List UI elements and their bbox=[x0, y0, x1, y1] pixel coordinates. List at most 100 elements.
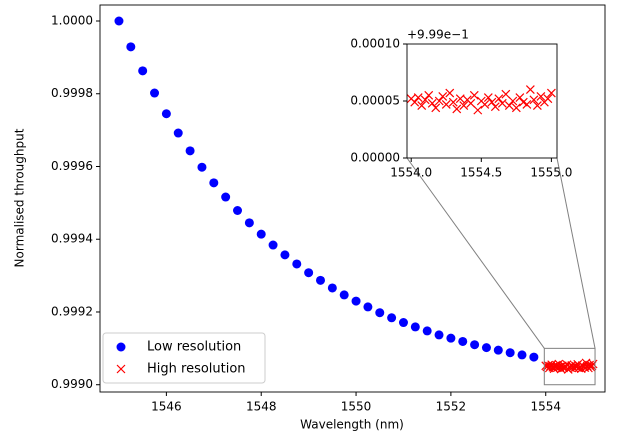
point bbox=[173, 128, 183, 138]
point bbox=[525, 85, 535, 95]
point bbox=[431, 103, 441, 113]
plot-frame bbox=[99, 4, 606, 393]
y-tick-label: 0.00010 bbox=[350, 37, 400, 51]
point bbox=[445, 88, 455, 98]
point bbox=[529, 352, 539, 362]
point bbox=[469, 90, 479, 100]
point bbox=[315, 275, 325, 285]
point bbox=[505, 348, 515, 358]
x-tick-label: 1550 bbox=[341, 400, 372, 414]
point bbox=[511, 103, 521, 113]
point bbox=[126, 8, 135, 17]
point bbox=[434, 330, 444, 340]
point bbox=[209, 178, 219, 188]
point bbox=[455, 94, 465, 104]
point bbox=[267, 45, 276, 54]
point bbox=[473, 105, 483, 115]
legend-marker bbox=[116, 364, 126, 374]
x-tick-label: 1554 bbox=[530, 400, 561, 414]
point bbox=[481, 343, 491, 353]
point bbox=[351, 296, 361, 306]
y-tick-label: 0.9998 bbox=[51, 86, 93, 100]
point bbox=[91, 0, 100, 6]
point bbox=[233, 206, 243, 216]
point bbox=[529, 95, 539, 105]
y-tick-label: 0.9994 bbox=[51, 232, 93, 246]
point bbox=[339, 290, 349, 300]
point bbox=[493, 345, 503, 355]
point bbox=[543, 361, 553, 370]
point bbox=[417, 101, 427, 110]
point bbox=[256, 229, 266, 239]
point bbox=[470, 340, 480, 350]
point bbox=[185, 146, 195, 156]
x-tick-label: 1548 bbox=[246, 400, 277, 414]
y-tick-label: 0.9996 bbox=[51, 159, 93, 173]
point bbox=[494, 94, 504, 104]
point bbox=[126, 42, 136, 52]
point bbox=[387, 313, 397, 323]
offset-text: +9.99e−1 bbox=[407, 28, 469, 42]
point bbox=[459, 101, 469, 110]
inset-points bbox=[91, 0, 556, 115]
legend-marker bbox=[116, 342, 126, 352]
point bbox=[427, 98, 437, 108]
legend-label: High resolution bbox=[147, 362, 246, 377]
point bbox=[244, 218, 254, 228]
point bbox=[337, 60, 346, 69]
point bbox=[497, 98, 507, 108]
point bbox=[114, 16, 124, 26]
point bbox=[448, 97, 458, 107]
point bbox=[480, 99, 490, 109]
point bbox=[372, 67, 381, 76]
point bbox=[487, 97, 497, 107]
point bbox=[588, 359, 598, 369]
legend-box bbox=[102, 332, 266, 384]
point bbox=[304, 268, 314, 278]
point bbox=[424, 90, 434, 100]
point bbox=[327, 283, 337, 293]
point bbox=[268, 240, 278, 250]
point bbox=[196, 28, 205, 37]
point bbox=[161, 18, 170, 27]
point bbox=[483, 93, 493, 103]
x-axis-label: Wavelength (nm) bbox=[300, 418, 404, 432]
point bbox=[490, 102, 500, 112]
y-tick-label: 0.00005 bbox=[350, 94, 400, 108]
x-tick-label: 1555.0 bbox=[530, 166, 572, 180]
x-tick-label: 1554.0 bbox=[390, 166, 432, 180]
point bbox=[452, 104, 462, 114]
zoom-connector bbox=[556, 157, 596, 349]
point bbox=[280, 250, 290, 260]
y-tick-label: 0.9992 bbox=[51, 304, 93, 318]
point bbox=[410, 322, 420, 332]
point bbox=[446, 333, 456, 343]
point bbox=[522, 99, 532, 109]
point bbox=[375, 308, 385, 318]
point bbox=[434, 96, 444, 106]
point bbox=[508, 96, 518, 106]
point bbox=[536, 92, 546, 101]
point bbox=[458, 336, 468, 346]
main-points bbox=[114, 16, 598, 374]
point bbox=[501, 89, 511, 99]
point bbox=[441, 99, 451, 109]
y-axis-label: Normalised throughput bbox=[13, 128, 27, 267]
y-tick-label: 0.00000 bbox=[350, 151, 400, 165]
point bbox=[197, 162, 207, 172]
point bbox=[517, 350, 527, 360]
point bbox=[546, 88, 556, 98]
point bbox=[420, 95, 430, 105]
point bbox=[413, 93, 423, 103]
x-tick-label: 1546 bbox=[151, 400, 182, 414]
y-tick-label: 0.9990 bbox=[51, 377, 93, 391]
point bbox=[532, 101, 542, 110]
point bbox=[515, 93, 525, 103]
point bbox=[231, 37, 240, 46]
point bbox=[221, 192, 231, 202]
point bbox=[161, 109, 171, 119]
y-tick-label: 1.0000 bbox=[51, 14, 93, 28]
point bbox=[292, 259, 302, 269]
